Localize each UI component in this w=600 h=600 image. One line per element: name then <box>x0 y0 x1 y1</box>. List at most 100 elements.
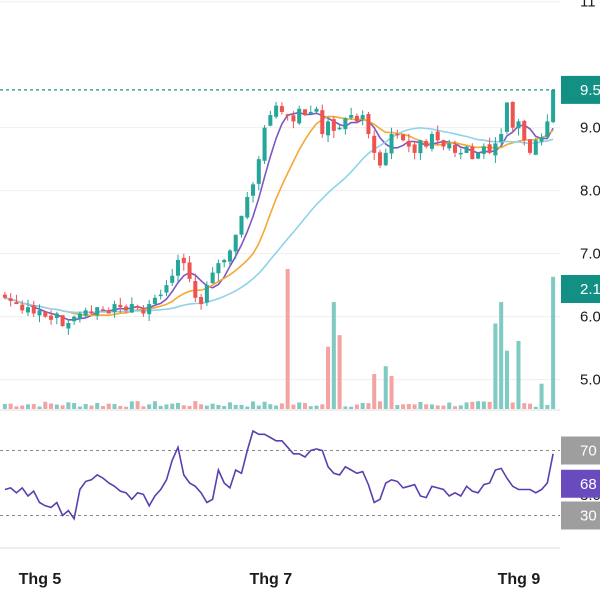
candle-body <box>389 133 394 154</box>
candle-body <box>516 121 521 129</box>
candle-body <box>395 133 400 136</box>
volume-bar <box>504 350 509 409</box>
candle-body <box>158 294 163 297</box>
volume-bar <box>429 404 434 409</box>
volume-bar <box>510 402 515 409</box>
candle-body <box>447 143 452 149</box>
volume-bar <box>60 405 65 409</box>
volume-bar <box>216 405 221 409</box>
price-axis: 119.08.07.06.05.03.0 <box>580 0 600 504</box>
candle-body <box>20 304 25 311</box>
candle-body <box>331 119 336 131</box>
candle-body <box>66 322 71 329</box>
volume-bar <box>124 406 129 409</box>
volume-bar <box>395 405 400 409</box>
volume-bar <box>360 402 365 409</box>
candle-body <box>476 152 481 159</box>
volume-bar <box>251 401 256 409</box>
candle-body <box>14 302 19 305</box>
rsi-current-tag: 68 <box>580 476 597 493</box>
candle-body <box>135 306 140 308</box>
candle-body <box>435 131 440 141</box>
candle-body <box>124 306 129 311</box>
volume-bar <box>193 401 198 409</box>
price-tick-label: 9.0 <box>580 120 600 137</box>
candle-body <box>418 140 423 154</box>
candle-body <box>193 281 198 298</box>
candle-body <box>181 257 186 264</box>
volume-bar <box>441 405 446 409</box>
volume-bar <box>233 404 238 409</box>
candle-body <box>510 101 515 128</box>
candle-body <box>504 102 509 132</box>
candle-body <box>164 285 169 293</box>
volume-bar <box>349 406 354 409</box>
volume-tag-bg <box>561 275 600 303</box>
volume-bar <box>470 401 475 409</box>
grid <box>0 1 560 549</box>
candle-body <box>308 111 313 114</box>
volume-bar <box>66 402 71 409</box>
candle-body <box>72 316 77 322</box>
price-tick-label: 7.0 <box>580 246 600 263</box>
moving-averages <box>4 111 554 321</box>
candle-body <box>291 115 296 122</box>
candle-body <box>112 304 117 313</box>
volume-bar <box>72 403 77 409</box>
candle-body <box>199 296 204 305</box>
volume-bar <box>320 404 325 409</box>
volume-bar <box>8 403 13 409</box>
candle-body <box>170 275 175 283</box>
candle-body <box>302 109 307 116</box>
volume-bar <box>262 401 267 409</box>
candle-body <box>314 108 319 112</box>
volume-bar <box>308 406 313 409</box>
month-tick-label: Thg 5 <box>19 571 62 588</box>
candle-body <box>100 309 106 311</box>
volume-bar <box>181 405 186 409</box>
month-tick-label: Thg 7 <box>249 571 292 588</box>
volume-bar <box>516 340 521 409</box>
candle-body <box>522 120 527 141</box>
volume-bar <box>297 402 302 409</box>
rsi-30-tag-bg <box>561 501 600 530</box>
volume-bar <box>331 302 336 409</box>
volume-bar <box>268 404 273 409</box>
ma-fast-line <box>4 111 554 321</box>
volume-bar <box>551 276 556 409</box>
volume-bar <box>175 402 181 409</box>
axis-tags: 9.5 2.1 70 68 30 <box>561 75 600 530</box>
volume-bar <box>20 405 25 409</box>
volume-bar <box>158 405 163 409</box>
volume-bar <box>528 403 533 409</box>
volume-bar <box>95 402 100 409</box>
volume-tag: 2.1 <box>580 281 600 298</box>
candle-body <box>129 304 134 313</box>
candle-body <box>366 114 371 134</box>
volume-bar <box>274 405 279 409</box>
candle-body <box>31 305 36 314</box>
candle-body <box>551 89 556 123</box>
rsi-line <box>4 429 554 521</box>
candle-body <box>279 106 284 112</box>
volume-bar <box>129 401 134 409</box>
volume-bar <box>522 403 527 409</box>
candle-body <box>43 311 48 317</box>
volume-bar <box>435 405 440 409</box>
candle-body <box>470 146 475 160</box>
candle-body <box>106 310 111 314</box>
last-price-tag: 9.5 <box>580 82 600 99</box>
candle-body <box>320 110 325 134</box>
candle-body <box>377 152 383 166</box>
rsi-70-tag: 70 <box>580 443 597 460</box>
volume-bar <box>418 401 423 409</box>
candle-body <box>401 134 406 141</box>
price-tick-label: 11 <box>580 0 596 11</box>
candle-body <box>354 115 359 122</box>
candle-body <box>222 259 227 263</box>
candle-body <box>83 310 88 316</box>
volume-bar <box>314 405 319 409</box>
volume-bar <box>499 302 504 409</box>
